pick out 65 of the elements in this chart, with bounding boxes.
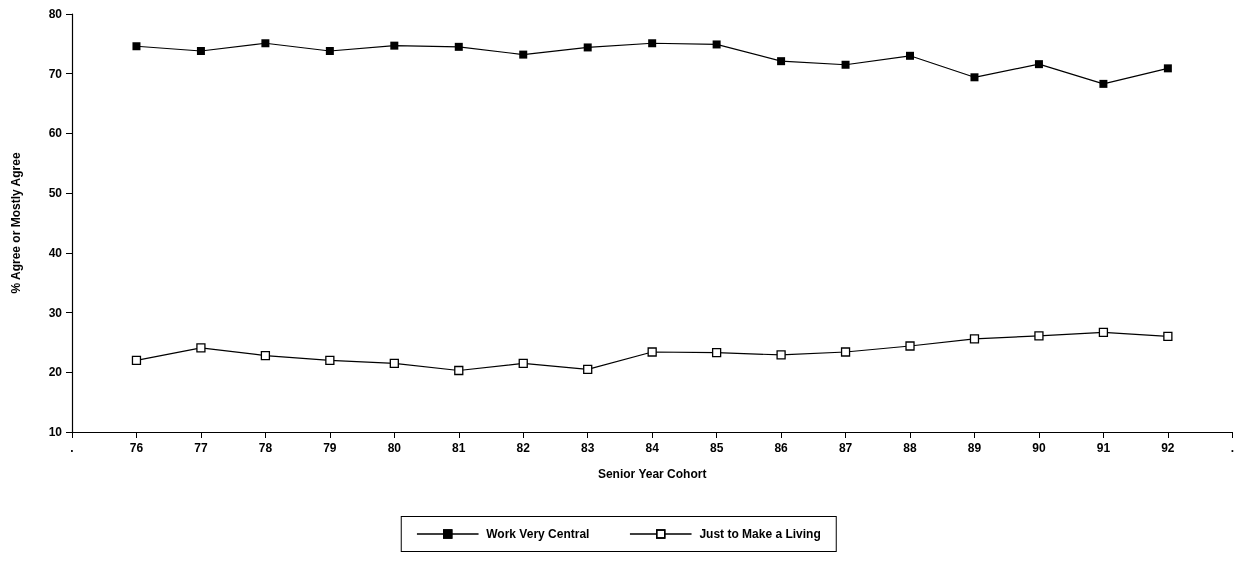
- x-tick-label: 90: [1032, 441, 1046, 455]
- point: [454, 365, 464, 376]
- point: [1098, 327, 1109, 337]
- y-tick-label: 80: [48, 7, 63, 21]
- point: [1034, 60, 1043, 69]
- x-tick-label: 92: [1161, 441, 1175, 455]
- x-tick-label: 77: [194, 441, 208, 455]
- point: [1099, 79, 1108, 88]
- x-tick-label: 85: [709, 441, 724, 455]
- point: [583, 43, 592, 52]
- x-tick-label: 81: [452, 441, 466, 455]
- point: [389, 358, 399, 368]
- point: [325, 47, 334, 56]
- point: [906, 51, 915, 60]
- point: [905, 341, 915, 351]
- legend-label: Work Very Central: [486, 527, 590, 541]
- point: [1163, 64, 1172, 73]
- point: [840, 347, 851, 357]
- y-tick-label: 40: [48, 245, 63, 260]
- point: [711, 347, 722, 358]
- x-tick-label: 88: [903, 441, 918, 455]
- x-tick-label: 76: [129, 441, 144, 455]
- y-tick-label: 50: [48, 186, 63, 201]
- point: [519, 50, 528, 59]
- x-tick-label: .: [70, 441, 74, 455]
- point: [776, 350, 786, 360]
- point: [647, 347, 657, 357]
- point: [196, 343, 206, 353]
- x-tick-label: .: [1230, 441, 1234, 455]
- point: [583, 364, 593, 374]
- point: [1163, 331, 1173, 342]
- y-tick-label: 30: [48, 305, 63, 320]
- point: [260, 350, 271, 361]
- x-tick-label: 87: [838, 441, 853, 455]
- point: [196, 47, 205, 56]
- point: [454, 42, 463, 51]
- point: [712, 40, 721, 49]
- x-tick-label: 89: [967, 441, 982, 455]
- x-tick-label: 78: [258, 441, 273, 455]
- point: [390, 41, 399, 50]
- x-tick-label: 91: [1096, 441, 1111, 455]
- point: [131, 355, 142, 365]
- point: [777, 57, 786, 66]
- legend-label: Just to Make a Living: [699, 527, 821, 541]
- y-tick-label: 60: [48, 126, 63, 141]
- y-tick-label: 70: [48, 66, 63, 81]
- point: [970, 73, 979, 82]
- point: [325, 355, 335, 365]
- y-tick-label: 20: [48, 365, 63, 380]
- x-axis-title: Senior Year Cohort: [597, 467, 707, 481]
- x-tick-label: 84: [645, 441, 660, 455]
- point: [969, 334, 980, 344]
- x-tick-label: 83: [581, 441, 595, 455]
- y-tick-label: 10: [48, 425, 63, 439]
- point: [648, 39, 657, 48]
- x-tick-label: 86: [774, 441, 789, 455]
- x-tick-label: 82: [516, 441, 531, 455]
- point: [132, 42, 141, 51]
- point: [841, 60, 850, 69]
- x-tick-label: 80: [387, 441, 402, 455]
- x-tick-label: 79: [323, 441, 337, 455]
- y-axis-title: % Agree or Mostly Agree: [9, 152, 23, 294]
- point: [518, 358, 528, 368]
- point: [261, 39, 270, 48]
- point: [1034, 331, 1044, 341]
